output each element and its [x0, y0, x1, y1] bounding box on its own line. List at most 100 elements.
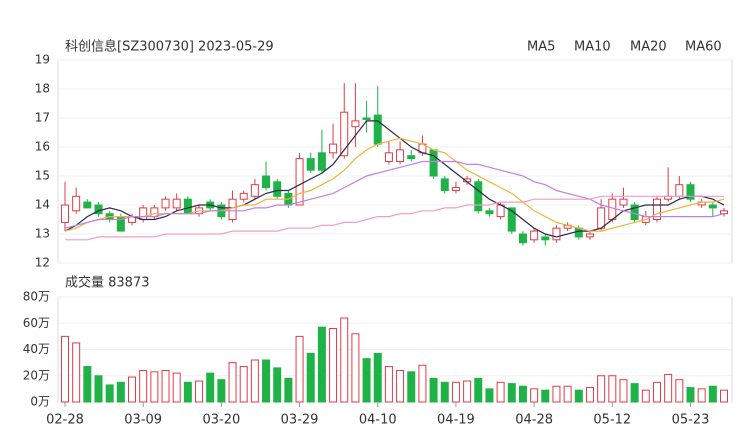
- candle-body: [340, 111, 349, 157]
- candle-body: [530, 230, 539, 241]
- volume-bar: [496, 381, 505, 403]
- y-tick-label: 80万: [23, 290, 50, 304]
- volume-bar: [675, 379, 684, 403]
- legend-entry: MA20: [630, 40, 667, 55]
- volume-bar: [172, 372, 181, 403]
- candle-body: [61, 204, 69, 223]
- volume-bar: [362, 358, 371, 403]
- volume-bar: [329, 328, 338, 403]
- y-tick-label: 0万: [30, 395, 50, 409]
- volume-bar: [116, 381, 125, 403]
- y-tick-label: 12: [35, 256, 50, 270]
- volume-bar: [139, 370, 148, 403]
- legend-entry: MA10: [574, 40, 611, 55]
- volume-bar: [474, 377, 483, 403]
- candle-body: [239, 192, 248, 200]
- volume-bar: [530, 388, 539, 403]
- volume-bar: [518, 385, 527, 403]
- volume-bar: [485, 388, 494, 403]
- ma-line: [64, 160, 725, 229]
- x-tick-label: 05-23: [672, 413, 710, 428]
- volume-bar: [407, 371, 416, 403]
- candle-body: [652, 198, 661, 220]
- candle-body: [295, 158, 304, 206]
- candle-body: [619, 198, 628, 206]
- volume-bar: [574, 389, 583, 403]
- x-tick-label: 03-29: [281, 413, 319, 428]
- chart-title: 科创信息[SZ300730] 2023-05-29: [65, 39, 274, 55]
- candle-body: [351, 120, 360, 128]
- candle-body: [262, 175, 271, 189]
- volume-bar: [396, 370, 405, 403]
- candle-body: [396, 149, 405, 162]
- y-tick-label: 60万: [23, 316, 50, 330]
- candle-body: [183, 198, 192, 215]
- candle-body: [228, 198, 237, 220]
- candle-body: [585, 233, 594, 238]
- volume-title: 成交量 83873: [65, 275, 150, 291]
- candle-body: [507, 207, 516, 232]
- volume-bar: [652, 381, 661, 403]
- candle-body: [72, 195, 81, 212]
- volume-bar: [94, 375, 103, 403]
- volume-bar: [183, 381, 192, 403]
- volume-bar: [429, 377, 438, 403]
- volume-bar: [708, 385, 717, 403]
- volume-bar: [697, 388, 706, 403]
- x-tick-label: 04-19: [437, 413, 475, 428]
- volume-bar: [206, 372, 215, 403]
- y-tick-label: 18: [35, 82, 50, 96]
- volume-bar: [619, 379, 628, 403]
- volume-bar: [507, 383, 516, 403]
- candle-body: [317, 152, 326, 171]
- candle-body: [552, 227, 561, 241]
- legend-entry: MA5: [527, 40, 555, 55]
- candle-body: [541, 236, 550, 241]
- candle-body: [429, 149, 438, 177]
- candle-body: [474, 181, 483, 212]
- volume-bar: [597, 375, 606, 403]
- candle-body: [574, 227, 583, 238]
- candle-body: [150, 207, 159, 218]
- candle-body: [518, 233, 527, 244]
- volume-bar: [228, 362, 237, 403]
- volume-bar: [195, 380, 204, 403]
- volume-bar: [306, 352, 315, 403]
- volume-bar: [161, 370, 170, 403]
- volume-bar: [83, 366, 92, 403]
- y-tick-label: 19: [35, 53, 50, 67]
- candle-body: [172, 198, 181, 209]
- candle-body: [440, 178, 449, 191]
- volume-bar: [295, 335, 304, 403]
- y-tick-label: 20万: [23, 368, 50, 382]
- candle-body: [608, 198, 617, 220]
- volume-bar: [61, 335, 69, 403]
- y-tick-label: 14: [35, 198, 50, 212]
- x-tick-label: 04-10: [359, 413, 397, 428]
- y-tick-label: 17: [35, 111, 50, 125]
- ma-line: [64, 120, 725, 238]
- candle-body: [250, 184, 259, 197]
- volume-bar: [664, 373, 673, 403]
- candle-body: [384, 152, 393, 163]
- candle-body: [362, 117, 371, 120]
- candle-body: [708, 204, 717, 209]
- volume-bar: [239, 366, 248, 403]
- volume-bar: [630, 383, 639, 403]
- volume-bar: [451, 381, 460, 403]
- volume-bar: [150, 371, 159, 403]
- candle-body: [139, 207, 148, 220]
- volume-bar: [563, 385, 572, 403]
- volume-bar: [541, 389, 550, 403]
- candle-body: [675, 184, 684, 197]
- y-tick-label: 40万: [23, 342, 50, 356]
- legend-entry: MA60: [685, 40, 722, 55]
- candle-body: [83, 201, 92, 209]
- volume-bar: [608, 375, 617, 403]
- volume-bar: [463, 380, 472, 403]
- volume-bar: [262, 359, 271, 403]
- volume-bar: [585, 387, 594, 403]
- volume-bar: [720, 389, 728, 403]
- candle-body: [373, 114, 382, 145]
